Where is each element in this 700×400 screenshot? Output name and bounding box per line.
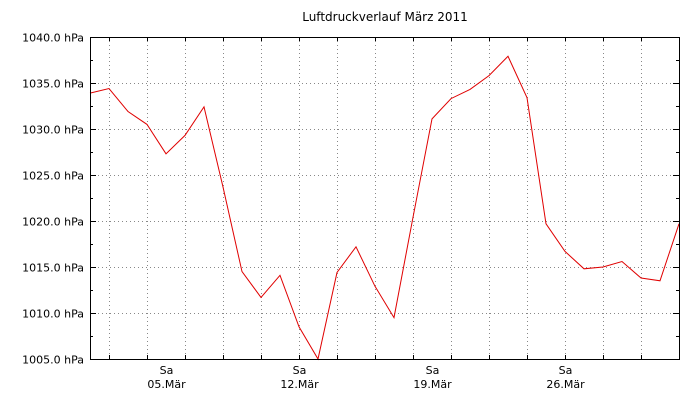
- series-layer: [89, 55, 680, 361]
- pressure-series-line: [89, 55, 680, 361]
- x-tick-label: 05.Mär: [147, 378, 186, 391]
- chart-title: Luftdruckverlauf März 2011: [302, 10, 468, 24]
- y-tick-label: 1015.0 hPa: [22, 262, 84, 275]
- y-tick-label: 1010.0 hPa: [22, 308, 84, 321]
- x-tick-label: 26.Mär: [546, 378, 585, 391]
- x-tick-weekday: Sa: [426, 364, 440, 377]
- grid-lines: [90, 37, 679, 359]
- y-tick-label: 1020.0 hPa: [22, 216, 84, 229]
- y-tick-label: 1030.0 hPa: [22, 124, 84, 137]
- x-tick-label: 12.Mär: [280, 378, 319, 391]
- y-tick-label: 1025.0 hPa: [22, 170, 84, 183]
- y-tick-label: 1040.0 hPa: [22, 32, 84, 45]
- x-tick-weekday: Sa: [559, 364, 573, 377]
- x-tick-weekday: Sa: [293, 364, 307, 377]
- x-tick-weekday: Sa: [160, 364, 174, 377]
- x-tick-label: 19.Mär: [413, 378, 452, 391]
- plot-frame: [90, 37, 680, 360]
- y-axis-ticks: 1005.0 hPa 1010.0 hPa 1015.0 hPa 1020.0 hPa…: [22, 32, 679, 367]
- y-tick-label: 1035.0 hPa: [22, 78, 84, 91]
- y-tick-label: 1005.0 hPa: [22, 354, 84, 367]
